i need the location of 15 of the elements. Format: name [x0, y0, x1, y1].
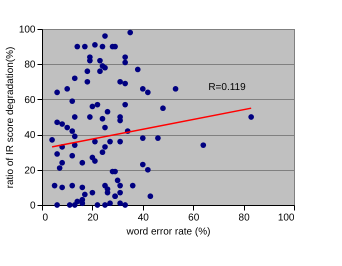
- x-tick-label: 80: [238, 212, 250, 224]
- x-tick-label: 100: [278, 212, 295, 224]
- y-tick-label: 100: [18, 24, 36, 36]
- y-axis-title: ratio of IR score degradation(%): [4, 46, 16, 188]
- annotation: R=0.119: [208, 82, 246, 93]
- x-tick-label: 60: [188, 212, 200, 224]
- y-tick-label: 20: [24, 165, 36, 176]
- x-tick-label: 20: [87, 212, 99, 224]
- x-tick-label: 0: [42, 212, 48, 224]
- x-axis-title: word error rate (%): [126, 226, 210, 238]
- x-tick-label: 40: [138, 212, 150, 224]
- y-tick-label: 60: [24, 94, 36, 106]
- y-tick-label: 0: [30, 200, 36, 212]
- y-tick-label: 40: [24, 130, 36, 142]
- y-tick-label: 80: [24, 60, 36, 71]
